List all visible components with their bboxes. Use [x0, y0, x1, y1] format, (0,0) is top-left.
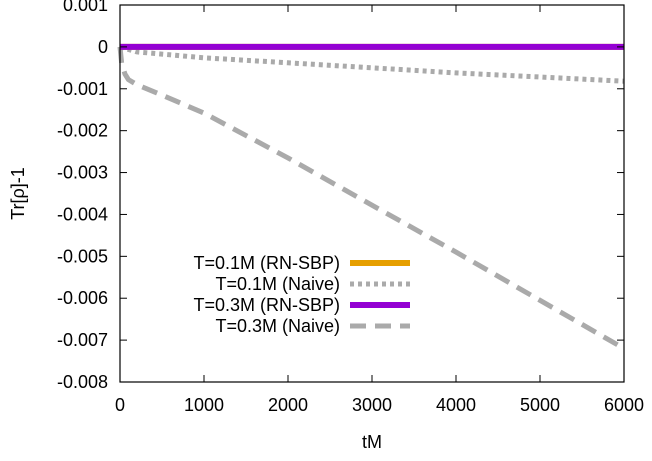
x-tick-label: 2000 — [268, 395, 308, 415]
y-tick-label: 0 — [98, 37, 108, 57]
legend-label: T=0.3M (Naive) — [215, 316, 340, 336]
plot-frame — [119, 4, 625, 383]
x-tick-label: 1000 — [184, 395, 224, 415]
legend: T=0.1M (RN-SBP)T=0.1M (Naive)T=0.3M (RN-… — [193, 253, 410, 336]
series-layer — [117, 43, 626, 351]
y-tick-label: 0.001 — [63, 0, 108, 15]
ticks-layer: 0 1000 2000 3000 4000 5000 6000 0.001 0 -0.001 -0.… — [57, 0, 644, 415]
y-tick-label: -0.001 — [57, 79, 108, 99]
x-tick-label: 4000 — [436, 395, 476, 415]
y-tick-label: -0.003 — [57, 163, 108, 183]
y-tick-label: -0.005 — [57, 246, 108, 266]
x-tick-label: 6000 — [604, 395, 644, 415]
x-tick-label: 5000 — [520, 395, 560, 415]
y-tick-label: -0.004 — [57, 204, 108, 224]
x-tick-label: 0 — [115, 395, 125, 415]
series-line-3 — [117, 46, 626, 351]
y-tick-label: -0.006 — [57, 288, 108, 308]
x-axis-label: tM — [362, 432, 382, 452]
y-axis-label: Tr[ρ]-1 — [8, 167, 28, 220]
legend-label: T=0.1M (RN-SBP) — [193, 253, 340, 273]
x-tick-label: 3000 — [352, 395, 392, 415]
y-tick-label: -0.007 — [57, 330, 108, 350]
legend-label: T=0.1M (Naive) — [215, 274, 340, 294]
y-tick-label: -0.008 — [57, 372, 108, 392]
y-tick-label: -0.002 — [57, 121, 108, 141]
legend-label: T=0.3M (RN-SBP) — [193, 295, 340, 315]
series-line-1 — [119, 44, 625, 84]
